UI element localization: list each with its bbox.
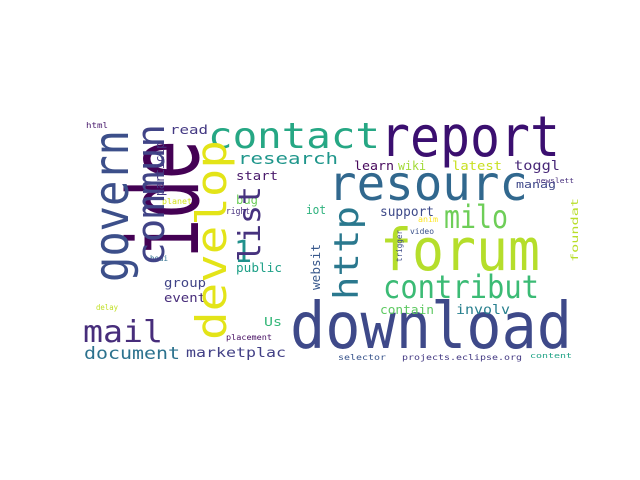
word-newslett: newslett — [536, 177, 574, 185]
word-1: 1 — [234, 235, 252, 270]
word-html: html — [86, 121, 108, 130]
word-group: group — [164, 276, 206, 290]
word-event: event — [164, 291, 206, 305]
word-anim: anim — [418, 215, 438, 224]
word-bug: bug — [236, 193, 258, 207]
word-mail: mail — [83, 315, 163, 350]
word-milo: milo — [444, 198, 508, 236]
word-placement: placement — [226, 333, 272, 342]
word-govern: govern — [84, 130, 140, 282]
word-bodi: bodi — [150, 254, 168, 263]
word-resourc: resourc — [328, 156, 528, 212]
word-content: content — [530, 352, 572, 360]
word-http: http — [327, 206, 367, 300]
word-particip: particip — [153, 142, 167, 196]
word-contribut: contribut — [383, 268, 539, 306]
word-manag: manag — [516, 178, 556, 191]
word-ide: ide — [108, 140, 222, 258]
word-download: download — [290, 290, 572, 364]
word-websit: websit — [309, 244, 323, 290]
word-research: research — [238, 149, 338, 168]
word-report: report — [380, 105, 560, 170]
word-document: document — [84, 344, 180, 364]
word-learn: learn — [354, 159, 394, 173]
word-forum: forum — [380, 216, 540, 284]
word-read: read — [170, 123, 208, 137]
word-toggl: toggl — [514, 159, 560, 174]
word-involv: involv — [456, 303, 510, 318]
word-wiki: wiki — [398, 159, 426, 173]
word-iot: iot — [306, 203, 326, 217]
word-planet: planet — [162, 197, 192, 206]
word-projects-eclipse-org: projects.eclipse.org — [402, 353, 522, 362]
word-video: video — [410, 227, 434, 236]
word-delay: delay — [96, 303, 118, 312]
word-trigger: trigger — [395, 230, 404, 262]
word-list: list — [233, 186, 268, 262]
word-foundat: foundat — [570, 198, 581, 262]
word-contain: contain — [380, 303, 434, 317]
word-latest: latest — [452, 159, 502, 173]
word-support: support — [380, 205, 434, 220]
word-selector: selector — [338, 353, 386, 362]
word-right: right — [226, 207, 250, 217]
word-contact: contact — [208, 116, 380, 157]
word-public: public — [236, 261, 282, 275]
word-commun: commun — [129, 124, 173, 266]
word-develop: develop — [187, 140, 236, 340]
word-Us: Us — [264, 315, 282, 329]
word-marketplac: marketplac — [186, 346, 286, 361]
word-start: start — [236, 169, 278, 183]
